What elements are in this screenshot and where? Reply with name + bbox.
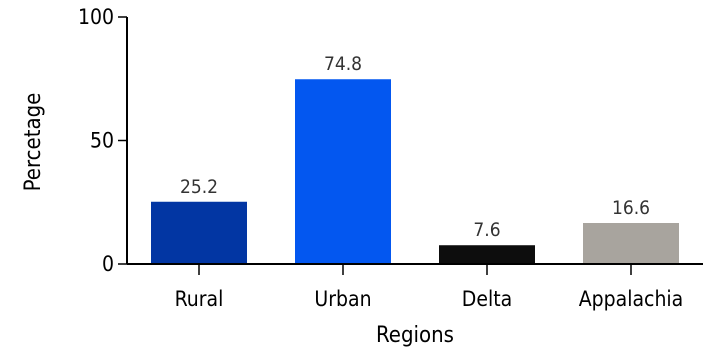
y-tick-label: 50 <box>90 129 114 153</box>
y-axis-ticks: 0 50 100 <box>78 5 127 276</box>
y-tick-label: 100 <box>78 5 114 29</box>
value-label-rural: 25.2 <box>180 176 218 198</box>
x-axis-title: Regions <box>376 323 454 348</box>
y-tick-label: 0 <box>102 252 114 276</box>
value-labels: 25.2 74.8 7.6 16.6 <box>180 53 650 241</box>
value-label-delta: 7.6 <box>473 219 500 241</box>
category-label-rural: Rural <box>175 287 224 311</box>
category-label-appalachia: Appalachia <box>579 287 684 311</box>
bar-delta <box>439 245 535 264</box>
bar-rural <box>151 201 247 264</box>
y-axis-title: Percetage <box>21 93 46 192</box>
category-label-delta: Delta <box>462 287 512 311</box>
category-label-urban: Urban <box>314 287 371 311</box>
bar-urban <box>295 79 391 264</box>
value-label-appalachia: 16.6 <box>612 197 650 219</box>
x-axis-ticks: Rural Urban Delta Appalachia <box>175 264 684 311</box>
bars <box>151 79 679 264</box>
value-label-urban: 74.8 <box>324 53 362 75</box>
bar-appalachia <box>583 222 679 264</box>
